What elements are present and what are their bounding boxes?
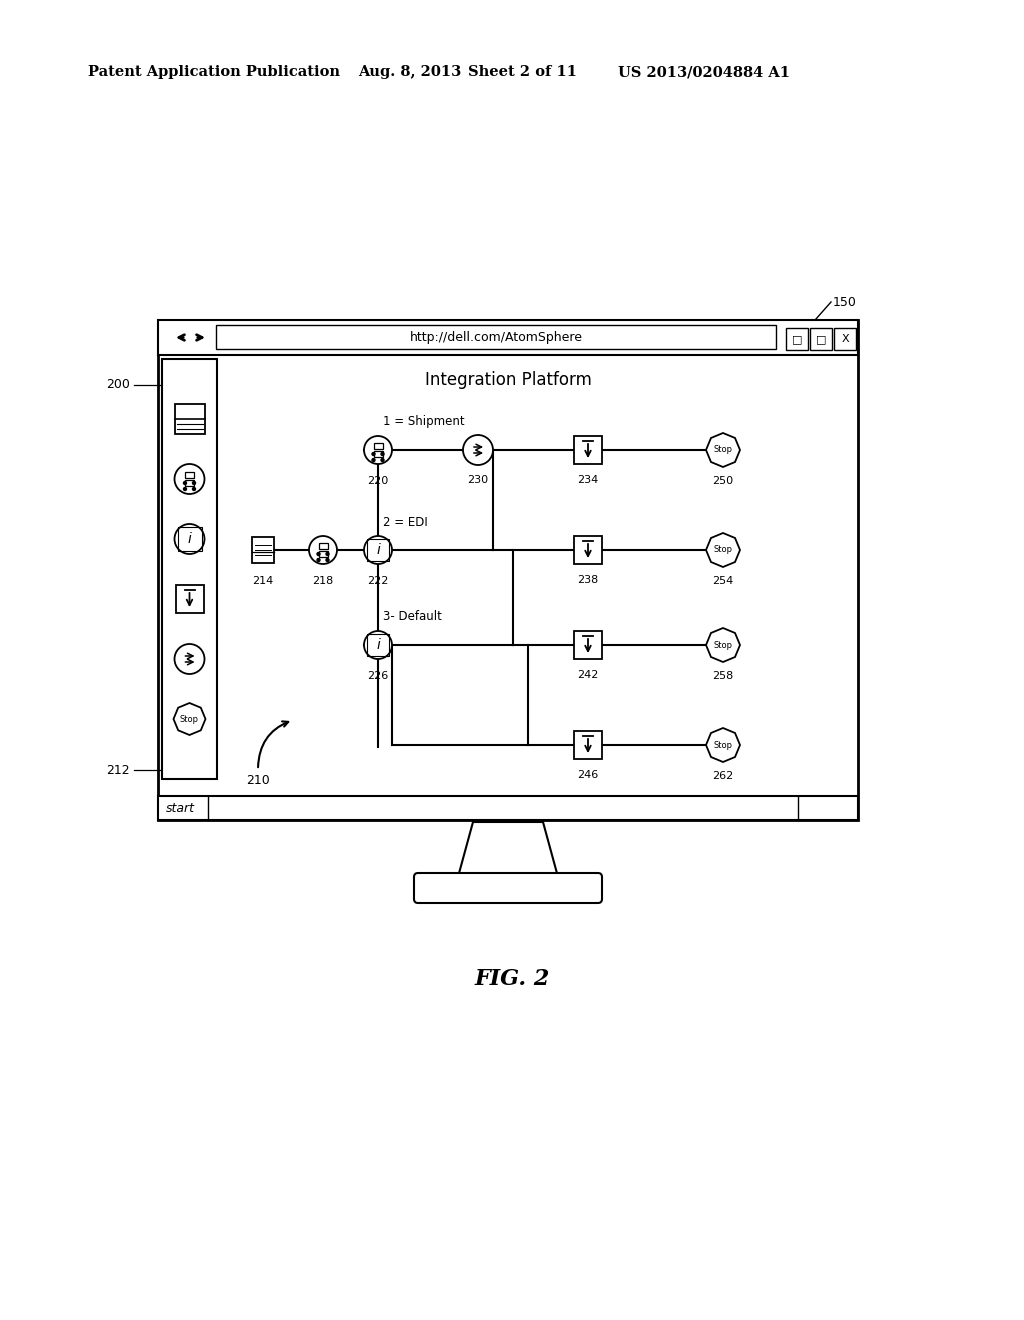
- Text: i: i: [376, 543, 380, 557]
- Bar: [216, 325, 776, 348]
- Bar: [574, 436, 602, 465]
- Bar: [185, 473, 194, 478]
- Polygon shape: [173, 704, 206, 735]
- Text: 222: 222: [368, 576, 389, 586]
- Text: US 2013/0204884 A1: US 2013/0204884 A1: [618, 65, 790, 79]
- Bar: [158, 796, 858, 820]
- Bar: [786, 327, 808, 350]
- FancyBboxPatch shape: [414, 873, 602, 903]
- Text: 200: 200: [106, 379, 130, 392]
- Text: i: i: [376, 638, 380, 652]
- Circle shape: [364, 631, 392, 659]
- Circle shape: [364, 436, 392, 465]
- Polygon shape: [706, 628, 740, 663]
- Text: 226: 226: [368, 671, 389, 681]
- Text: 234: 234: [578, 475, 599, 484]
- Circle shape: [463, 436, 493, 465]
- Bar: [367, 539, 389, 561]
- Text: 218: 218: [312, 576, 334, 586]
- Bar: [834, 327, 856, 350]
- Bar: [158, 319, 858, 820]
- Bar: [174, 404, 205, 434]
- Text: 250: 250: [713, 477, 733, 486]
- Text: Patent Application Publication: Patent Application Publication: [88, 65, 340, 79]
- Text: 246: 246: [578, 770, 599, 780]
- Text: 262: 262: [713, 771, 733, 781]
- Bar: [177, 527, 202, 550]
- Bar: [574, 631, 602, 659]
- Text: 230: 230: [467, 475, 488, 484]
- Polygon shape: [706, 533, 740, 568]
- Text: Stop: Stop: [180, 714, 199, 723]
- Text: Stop: Stop: [714, 640, 732, 649]
- Text: 254: 254: [713, 576, 733, 586]
- Circle shape: [317, 553, 319, 556]
- Circle shape: [174, 644, 205, 675]
- Text: 258: 258: [713, 671, 733, 681]
- Bar: [162, 359, 217, 779]
- Bar: [574, 731, 602, 759]
- Circle shape: [317, 558, 319, 561]
- Text: □: □: [792, 334, 802, 345]
- Text: 214: 214: [252, 576, 273, 586]
- Circle shape: [193, 487, 196, 491]
- Text: 1 = Shipment: 1 = Shipment: [383, 416, 465, 429]
- Polygon shape: [458, 822, 558, 876]
- Bar: [158, 319, 858, 355]
- Bar: [252, 537, 274, 564]
- Text: Stop: Stop: [714, 741, 732, 750]
- Bar: [574, 536, 602, 564]
- Circle shape: [183, 487, 186, 491]
- Circle shape: [381, 458, 384, 462]
- Text: Stop: Stop: [714, 446, 732, 454]
- Circle shape: [309, 536, 337, 564]
- Text: i: i: [187, 532, 191, 546]
- Text: 212: 212: [106, 763, 130, 776]
- Text: 238: 238: [578, 576, 599, 585]
- Bar: [318, 543, 328, 549]
- Circle shape: [364, 536, 392, 564]
- Text: http://dell.com/AtomSphere: http://dell.com/AtomSphere: [410, 330, 583, 343]
- Text: □: □: [816, 334, 826, 345]
- Text: 2 = EDI: 2 = EDI: [383, 516, 428, 528]
- Bar: [374, 451, 383, 457]
- Text: X: X: [841, 334, 849, 345]
- Bar: [175, 585, 204, 612]
- Text: Aug. 8, 2013: Aug. 8, 2013: [358, 65, 461, 79]
- Circle shape: [372, 458, 375, 462]
- Circle shape: [372, 453, 375, 455]
- Text: start: start: [166, 801, 195, 814]
- Text: 150: 150: [833, 296, 857, 309]
- Bar: [374, 444, 383, 449]
- Polygon shape: [706, 433, 740, 467]
- Text: 210: 210: [246, 774, 269, 787]
- Circle shape: [174, 524, 205, 554]
- Text: FIG. 2: FIG. 2: [474, 968, 550, 990]
- Text: Sheet 2 of 11: Sheet 2 of 11: [468, 65, 577, 79]
- Circle shape: [183, 482, 186, 484]
- Text: Integration Platform: Integration Platform: [425, 371, 592, 389]
- Circle shape: [326, 553, 329, 556]
- Bar: [367, 634, 389, 656]
- Circle shape: [326, 558, 329, 561]
- Text: 242: 242: [578, 671, 599, 680]
- Circle shape: [174, 465, 205, 494]
- Bar: [185, 480, 194, 486]
- Text: Stop: Stop: [714, 545, 732, 554]
- Circle shape: [193, 482, 196, 484]
- Text: 3- Default: 3- Default: [383, 610, 442, 623]
- Circle shape: [381, 453, 384, 455]
- Bar: [318, 550, 328, 557]
- Text: 220: 220: [368, 477, 389, 486]
- Polygon shape: [706, 729, 740, 762]
- Bar: [810, 327, 831, 350]
